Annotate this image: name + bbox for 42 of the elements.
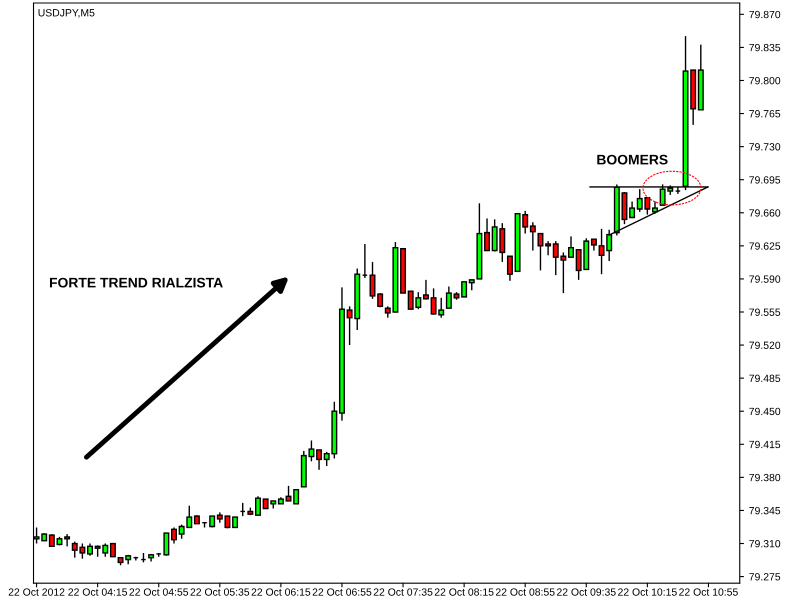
candlestick [468, 279, 475, 291]
annotation: BOOMERS [597, 154, 668, 165]
x-tick-label: 22 Oct 04:55 [129, 588, 188, 596]
x-tick-label: 22 Oct 08:15 [434, 588, 494, 596]
y-tick-label: 79.625 [749, 242, 780, 250]
candlestick [240, 502, 246, 517]
x-tick-label: 22 Oct 10:55 [679, 588, 738, 596]
candlestick [499, 222, 506, 263]
y-tick-label: 79.520 [749, 342, 780, 349]
candlestick [530, 222, 536, 252]
y-tick-label: 79.590 [749, 275, 780, 283]
candlestick [362, 243, 368, 279]
x-tick-label: 22 Oct 06:55 [312, 588, 372, 596]
y-tick-label: 79.660 [749, 209, 780, 217]
x-tick-label: 22 Oct 08:55 [496, 588, 555, 596]
candlestick [209, 515, 216, 528]
chart-title: USDJPY,M5 [38, 9, 94, 18]
candlestick [552, 240, 559, 276]
x-tick-label: 22 Oct 10:15 [618, 588, 677, 596]
y-tick-label: 79.765 [749, 110, 780, 118]
x-tick-label: 22 Oct 07:35 [374, 588, 432, 596]
candlestick [140, 552, 146, 564]
y-tick-label: 79.485 [749, 374, 780, 382]
y-tick-label: 79.275 [749, 573, 780, 580]
y-tick-label: 79.800 [749, 76, 780, 84]
x-tick-label: 22 Oct 09:35 [556, 588, 616, 596]
x-tick-label: 22 Oct 2012 [8, 588, 64, 596]
y-tick-label: 79.345 [749, 506, 780, 514]
x-tick-label: 22 Oct 05:35 [190, 588, 250, 596]
y-tick-label: 79.870 [749, 10, 780, 18]
y-tick-label: 79.450 [749, 408, 780, 416]
x-tick-label: 22 Oct 04:15 [68, 588, 128, 596]
y-tick-label: 79.730 [749, 143, 780, 151]
y-tick-label: 79.835 [749, 44, 780, 52]
annotation: FORTE TREND RIALZISTA [50, 278, 223, 288]
y-tick-label: 79.695 [749, 176, 780, 184]
y-tick-label: 79.415 [749, 440, 780, 448]
candlestick [72, 540, 78, 558]
y-tick-label: 79.380 [749, 474, 780, 482]
y-tick-label: 79.555 [749, 308, 780, 316]
x-tick-label: 22 Oct 06:15 [252, 588, 310, 596]
y-tick-label: 79.310 [749, 540, 780, 548]
